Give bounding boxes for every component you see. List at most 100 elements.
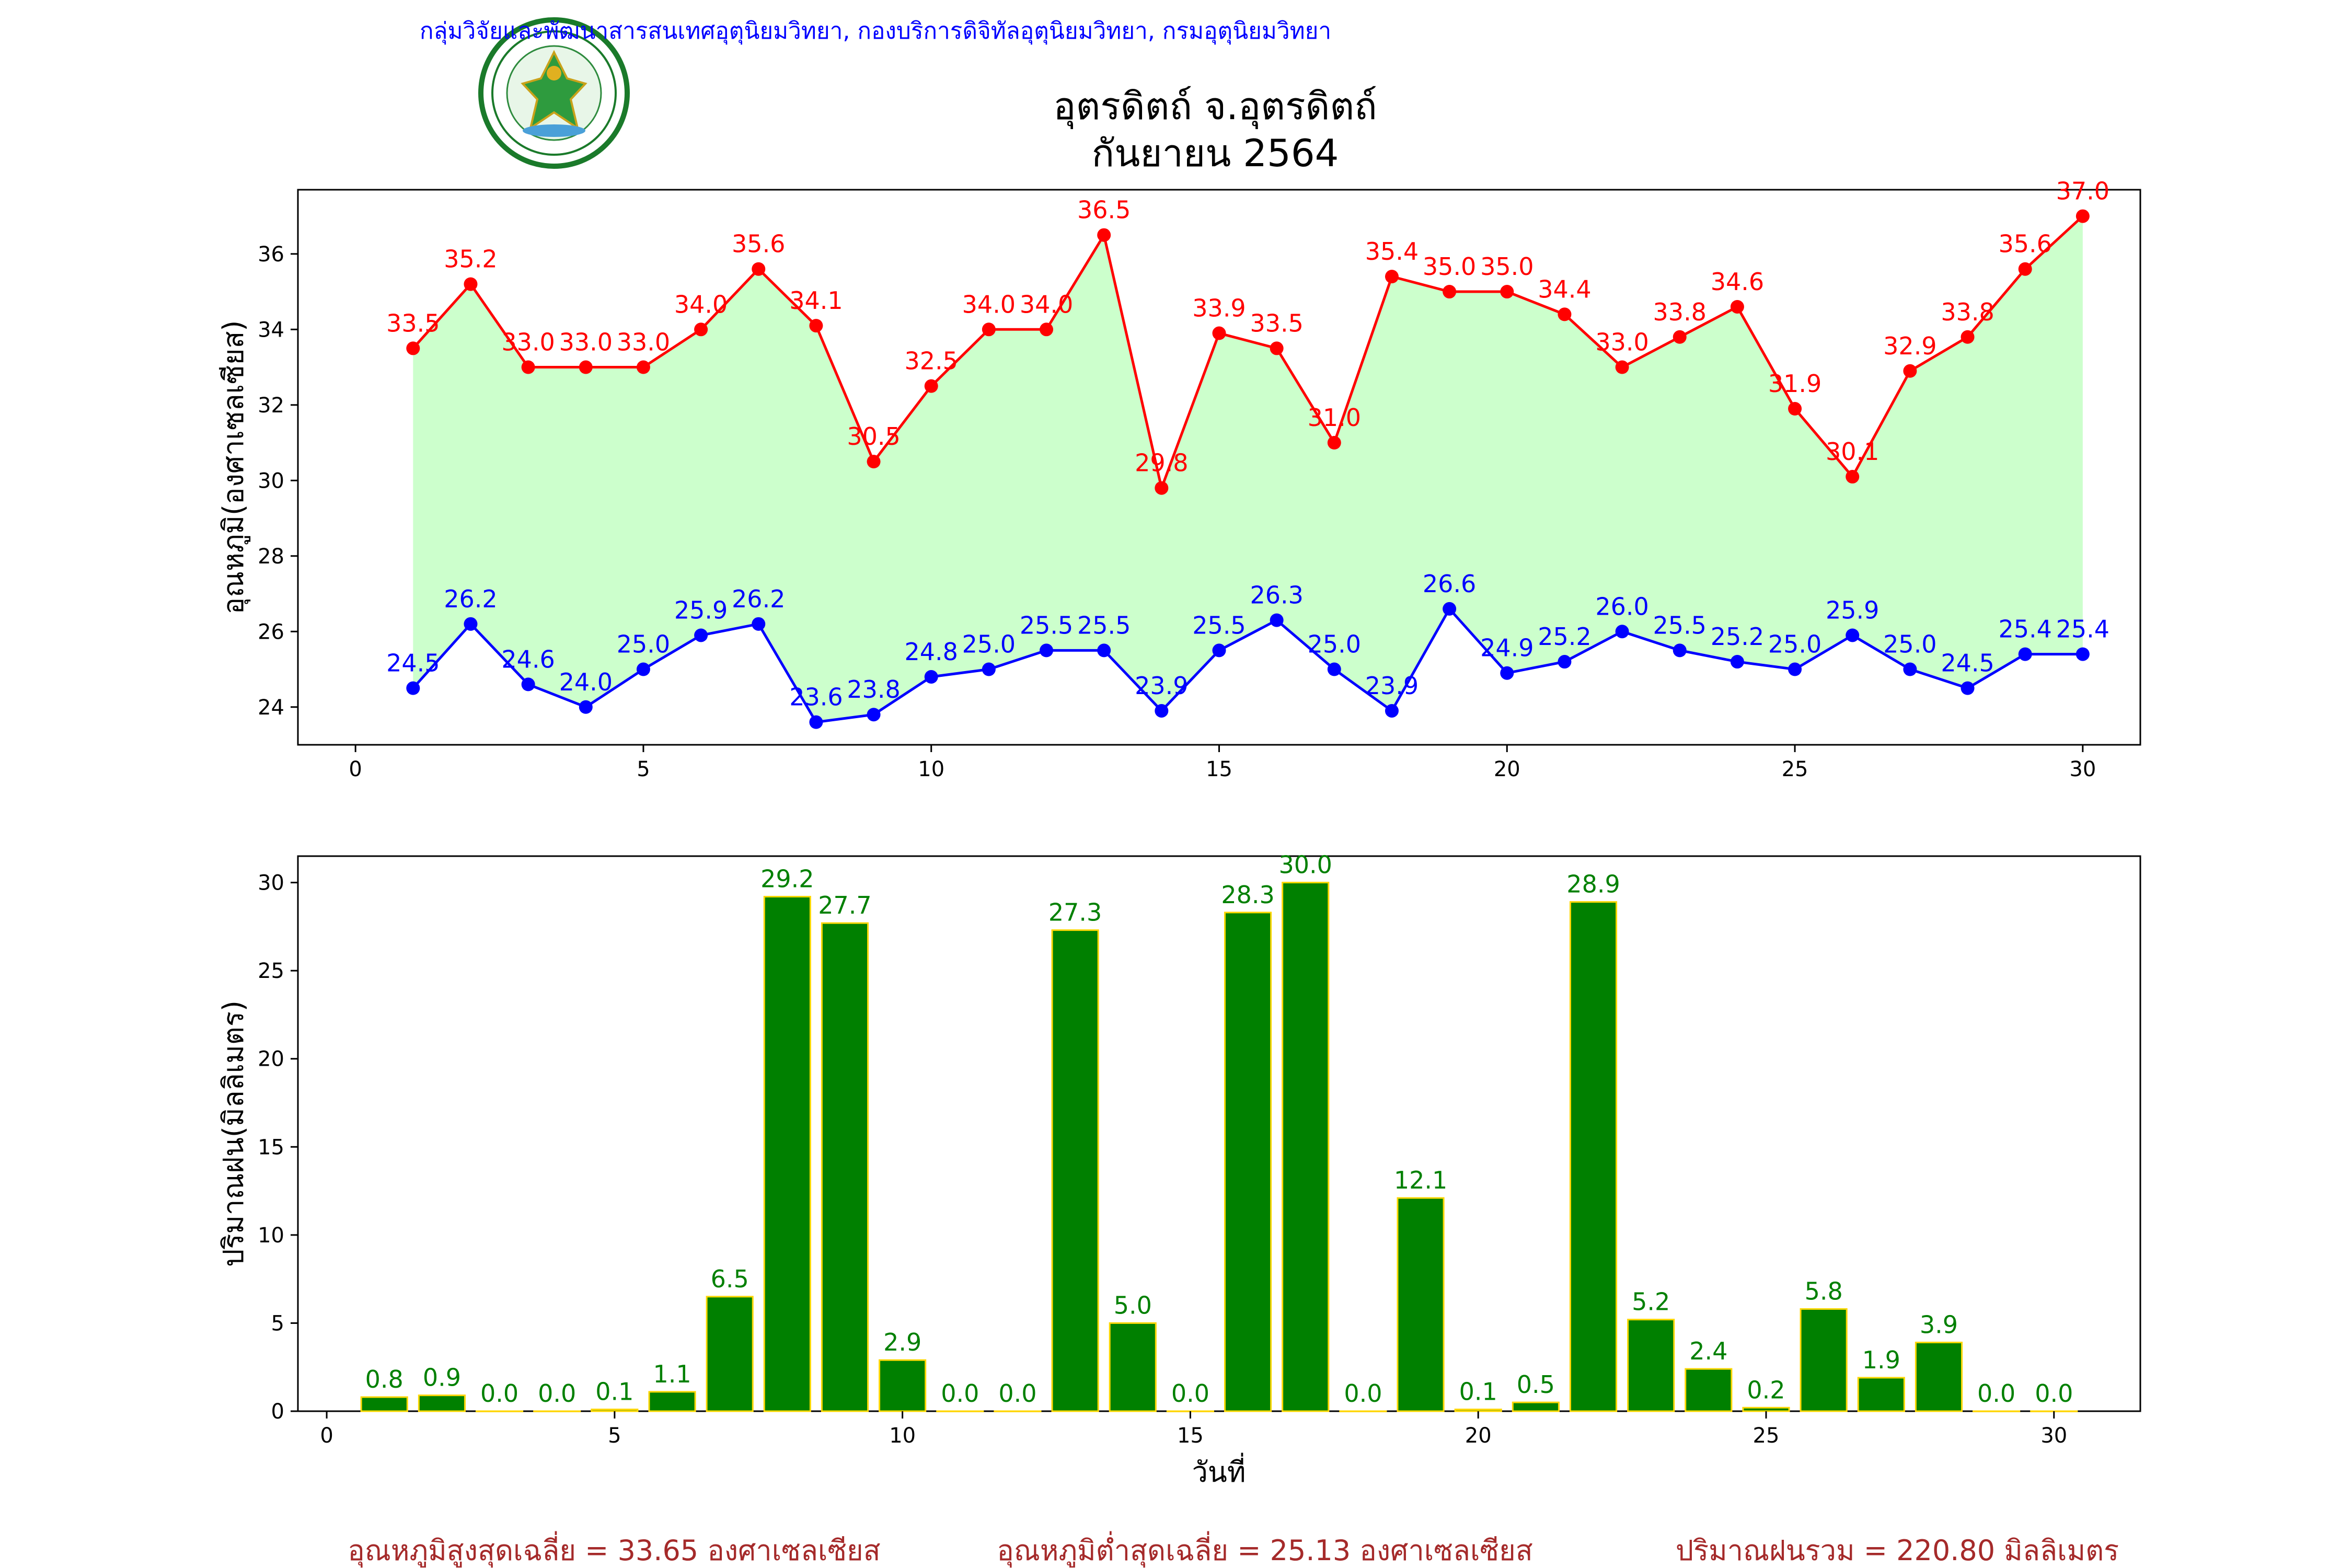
max-temperature-point [1212,326,1226,340]
rainfall-data-label: 0.1 [595,1378,633,1406]
rainfall-data-label: 2.9 [883,1328,921,1356]
rainfall-bar [821,922,869,1412]
max-temperature-point [1730,299,1744,314]
rainfall-bar [1685,1368,1733,1412]
rainfall-bar [1973,1410,2021,1412]
max-temperature-data-label: 33.0 [1595,328,1648,356]
min-temperature-point [1673,643,1687,658]
max-temperature-data-label: 33.8 [1941,298,1994,326]
rainfall-bar [475,1410,524,1412]
max-temperature-data-label: 34.0 [674,290,728,318]
max-temperature-data-label: 35.0 [1423,252,1476,281]
min-temperature-point [1443,602,1457,616]
min-temperature-data-label: 24.9 [1480,634,1534,662]
max-temperature-point [464,277,478,291]
max-temperature-point [752,262,766,276]
rainfall-bar [1857,1377,1905,1412]
min-temperature-data-label: 26.3 [1250,581,1303,609]
rainfall-y-tick-label: 25 [258,959,284,983]
rainfall-data-label: 0.0 [538,1379,576,1408]
max-temperature-data-label: 37.0 [2056,177,2109,205]
max-temperature-point [579,360,593,374]
max-temperature-point [1385,270,1399,284]
rainfall-bar [936,1410,984,1412]
min-temperature-data-label: 24.8 [905,638,958,666]
min-temperature-data-label: 25.5 [1192,611,1246,639]
max-temperature-point [1500,285,1514,299]
min-temperature-data-label: 25.0 [1768,630,1821,659]
max-temperature-data-label: 31.9 [1768,370,1821,398]
min-temperature-data-label: 26.0 [1595,592,1648,620]
rainfall-x-tick-label: 20 [1465,1424,1492,1448]
rainfall-bar [418,1394,466,1412]
min-temperature-data-label: 23.9 [1135,672,1188,700]
rainfall-bar [706,1296,754,1412]
min-temperature-data-label: 25.2 [1538,622,1591,651]
min-temperature-data-label: 25.9 [1826,596,1879,624]
max-temperature-data-label: 32.5 [905,347,958,375]
rainfall-y-tick-label: 0 [271,1400,284,1424]
temperature-chart: 0 5 10 15 20 25 30 24 26 28 30 32 34 36 33.5 35.2 33.0… [217,177,2141,781]
department-logo [478,17,630,169]
min-temperature-point [1788,662,1802,676]
min-temperature-point [1155,704,1169,718]
rainfall-bar [763,896,811,1412]
temperature-y-tick-label: 28 [258,545,284,569]
rainfall-x-tick-label: 30 [2040,1424,2067,1448]
max-temperature-point [1155,481,1169,495]
rainfall-bar [1454,1409,1502,1412]
rainfall-data-label: 0.0 [2035,1379,2073,1408]
temperature-x-tick-label: 5 [637,757,650,781]
temperature-y-axis-label: อุณหภูมิ(องศาเซลเซียส) [217,320,251,615]
rainfall-data-label: 27.3 [1048,898,1102,927]
rainfall-data-label: 5.2 [1632,1288,1670,1316]
max-temperature-point [694,322,708,337]
min-temperature-point [406,681,420,695]
rainfall-data-label: 0.0 [480,1379,518,1408]
rainfall-bar [360,1396,408,1412]
rainfall-x-tick-label: 15 [1177,1424,1204,1448]
rainfall-y-ticks: 0 5 10 15 20 25 30 [258,871,298,1424]
rainfall-y-tick-label: 5 [271,1311,284,1335]
rainfall-bar [1800,1308,1848,1412]
rainfall-data-label: 0.0 [941,1379,979,1408]
max-temperature-point [2018,262,2032,276]
min-temperature-point [1327,662,1341,676]
temperature-y-tick-label: 32 [258,394,284,418]
min-temperature-point [1903,662,1917,676]
rainfall-bar [1224,912,1272,1412]
min-temperature-point [2076,647,2090,661]
max-temperature-point [406,341,420,355]
temperature-x-tick-label: 30 [2069,757,2096,781]
min-temperature-data-label: 25.5 [1020,611,1073,639]
rainfall-data-label: 0.0 [1344,1379,1382,1408]
rainfall-data-label: 0.0 [1171,1379,1209,1408]
rainfall-bar [1915,1342,1963,1412]
rainfall-data-label: 0.0 [998,1379,1036,1408]
rainfall-data-label: 0.0 [1977,1379,2015,1408]
rainfall-y-tick-label: 20 [258,1047,284,1071]
max-temperature-point [1443,285,1457,299]
rainfall-data-label: 5.8 [1805,1277,1843,1305]
min-temperature-point [924,670,938,684]
min-temperature-data-label: 25.0 [617,630,670,659]
max-temperature-data-label: 32.9 [1883,332,1936,360]
max-temperature-data-label: 33.5 [386,309,440,337]
max-temperature-point [1097,228,1111,242]
min-temperature-point [1500,666,1514,680]
rainfall-data-label: 5.0 [1114,1291,1152,1319]
chart-title-line2: กันยายน 2564 [1092,131,1339,175]
rainfall-bar [1742,1406,1790,1412]
max-temperature-data-label: 34.1 [789,286,843,315]
rainfall-x-ticks: 0 5 10 15 20 25 30 [320,1411,2067,1448]
max-temperature-data-label: 35.4 [1365,237,1419,266]
max-temperature-point [1558,307,1572,321]
min-temperature-point [1961,681,1975,695]
rainfall-data-label: 1.1 [653,1360,691,1388]
max-temperature-point [1040,322,1054,337]
rainfall-data-label: 0.8 [365,1365,403,1393]
max-temperature-data-label: 34.4 [1538,275,1591,303]
min-temperature-data-label: 25.5 [1077,611,1131,639]
min-temperature-data-label: 25.9 [674,596,728,624]
